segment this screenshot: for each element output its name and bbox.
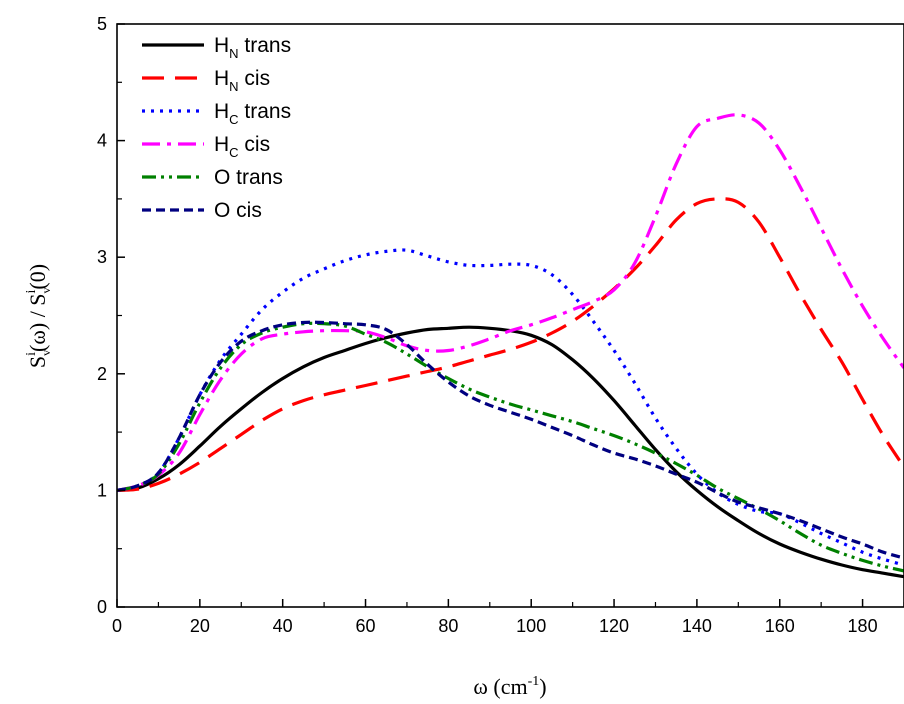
legend-label-tail: cis (239, 133, 271, 156)
legend-label-0: HN trans (214, 34, 291, 61)
y-axis-title-s1: S (25, 356, 50, 368)
legend-label-tail: trans (239, 100, 292, 123)
legend-label-main: H (214, 34, 229, 57)
y-axis-title-sup2: i (24, 289, 39, 293)
x-tick-label-6: 120 (599, 616, 629, 636)
series-line-2 (117, 248, 904, 567)
y-tick-label-5: 5 (97, 14, 107, 34)
x-axis-title: ω (cm-1) (473, 674, 546, 699)
legend-label-sub: N (229, 46, 238, 61)
x-tick-label-9: 180 (848, 616, 878, 636)
series-line-3 (117, 113, 904, 492)
x-tick-label-1: 20 (190, 616, 210, 636)
y-tick-label-2: 2 (97, 364, 107, 384)
legend-label-sub: C (229, 112, 238, 127)
series-line-5 (117, 320, 904, 560)
legend-label-4: O trans (214, 166, 283, 189)
y-axis-title-tail: (0) (25, 264, 50, 290)
y-axis-title-mid: (ω) / S (25, 293, 50, 351)
y-axis-title: Svi(ω) / Svi(0) (24, 264, 53, 368)
x-tick-label-8: 160 (765, 616, 795, 636)
legend-label-5: O cis (214, 199, 262, 222)
legend-label-main: H (214, 100, 229, 123)
y-axis-title-sub2: v (39, 287, 53, 293)
series-line-4 (117, 321, 904, 573)
legend-label-main: H (214, 67, 229, 90)
x-tick-label-0: 0 (112, 616, 122, 636)
x-tick-label-5: 100 (516, 616, 546, 636)
series-line-1 (117, 197, 904, 492)
y-tick-label-1: 1 (97, 480, 107, 500)
y-tick-label-4: 4 (97, 131, 107, 151)
legend-label-sub: C (229, 145, 238, 160)
legend-label-tail: trans (239, 34, 292, 57)
y-axis-title-sub1: v (39, 350, 53, 356)
series-line-0 (117, 325, 904, 579)
y-tick-label-0: 0 (97, 597, 107, 617)
legend-label-main: O cis (214, 199, 262, 222)
legend-label-tail: cis (239, 67, 271, 90)
series-layer (117, 113, 904, 579)
y-axis-title-sup1: i (24, 352, 39, 356)
y-tick-label-3: 3 (97, 247, 107, 267)
x-axis-title-sup: -1 (528, 674, 540, 689)
x-axis-title-tail: ) (539, 674, 546, 699)
legend-label-2: HC trans (214, 100, 291, 127)
x-axis-title-base: ω (cm (473, 674, 527, 699)
x-tick-label-2: 40 (273, 616, 293, 636)
legend-label-sub: N (229, 79, 238, 94)
legend-label-3: HC cis (214, 133, 270, 160)
x-tick-label-3: 60 (356, 616, 376, 636)
legend-label-main: O trans (214, 166, 283, 189)
x-tick-label-4: 80 (438, 616, 458, 636)
legend-label-main: H (214, 133, 229, 156)
x-tick-label-7: 140 (682, 616, 712, 636)
legend-label-1: HN cis (214, 67, 270, 94)
axes-layer: 0 20 40 60 80 100 120 140 160 180 0 1 2 3 4 5 (97, 14, 904, 636)
